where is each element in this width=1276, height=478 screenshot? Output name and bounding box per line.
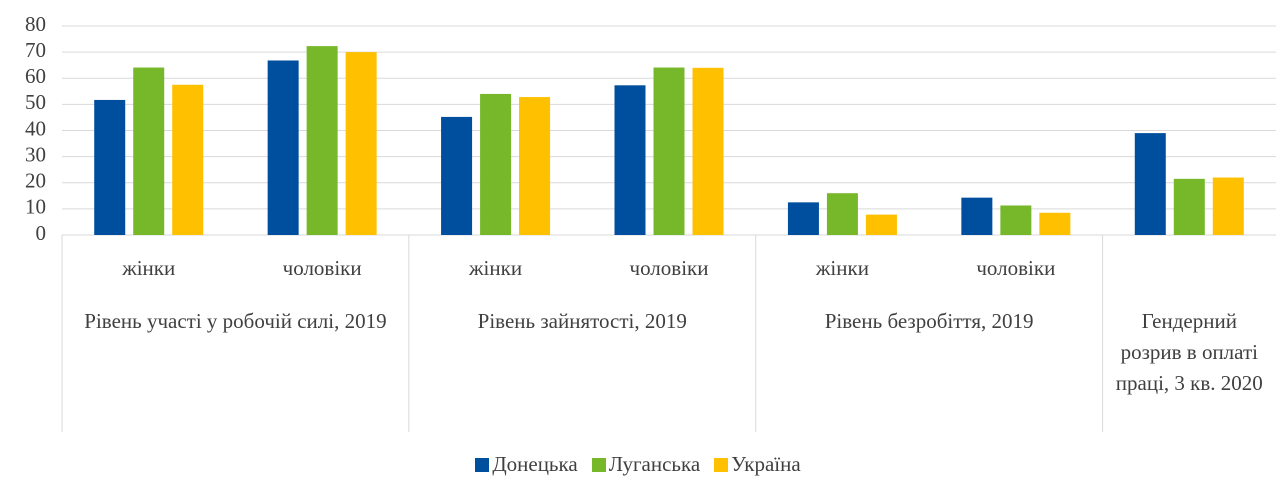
- bar: [480, 93, 512, 235]
- bar: [172, 84, 204, 235]
- bar: [94, 99, 126, 235]
- legend-label: Україна: [731, 452, 801, 476]
- legend-swatch: [591, 457, 606, 472]
- legend-swatch: [475, 457, 490, 472]
- bar: [787, 202, 819, 235]
- legend: Донецька Луганська Україна: [0, 452, 1276, 477]
- bar: [1000, 205, 1032, 235]
- y-tick-label: 0: [36, 221, 47, 245]
- legend-item: Луганська: [591, 452, 701, 477]
- y-tick-label: 70: [25, 38, 46, 62]
- y-tick-label: 50: [25, 90, 46, 114]
- y-tick-label: 20: [25, 169, 46, 193]
- x-tick-label: чоловіки: [630, 256, 709, 280]
- bar: [653, 67, 685, 235]
- legend-label: Луганська: [608, 452, 701, 476]
- group-label: Рівень зайнятості, 2019: [477, 309, 687, 333]
- group-label: Рівень участі у робочій силі, 2019: [84, 309, 387, 333]
- bar: [306, 46, 338, 236]
- bar: [1212, 177, 1244, 235]
- legend-swatch: [714, 457, 729, 472]
- y-tick-label: 10: [25, 195, 46, 219]
- bar: [441, 116, 473, 235]
- bar: [1173, 178, 1205, 235]
- group-label: Рівень безробіття, 2019: [824, 309, 1034, 333]
- y-tick-label: 60: [25, 64, 46, 88]
- y-tick-label: 40: [25, 116, 46, 140]
- y-tick-label: 30: [25, 142, 46, 166]
- x-tick-label: жінки: [468, 256, 522, 280]
- bar: [826, 193, 858, 235]
- legend-item: Україна: [714, 452, 801, 477]
- legend-item: Донецька: [475, 452, 578, 477]
- group-label: Гендерний розрив в оплаті праці, 3 кв. 2…: [1115, 309, 1263, 395]
- bar: [614, 85, 646, 236]
- bar: [1134, 133, 1166, 235]
- bar: [865, 214, 897, 235]
- bar: [267, 60, 299, 235]
- x-tick-label: жінки: [121, 256, 175, 280]
- y-tick-label: 80: [25, 12, 46, 36]
- legend-label: Донецька: [492, 452, 578, 476]
- bar: [1039, 212, 1071, 235]
- x-tick-label: чоловіки: [976, 256, 1055, 280]
- bar: [345, 52, 377, 235]
- bar: [519, 97, 551, 235]
- x-tick-label: чоловіки: [283, 256, 362, 280]
- x-tick-label: жінки: [815, 256, 869, 280]
- bar: [133, 67, 165, 235]
- bar: [961, 197, 993, 235]
- bar: [692, 67, 724, 235]
